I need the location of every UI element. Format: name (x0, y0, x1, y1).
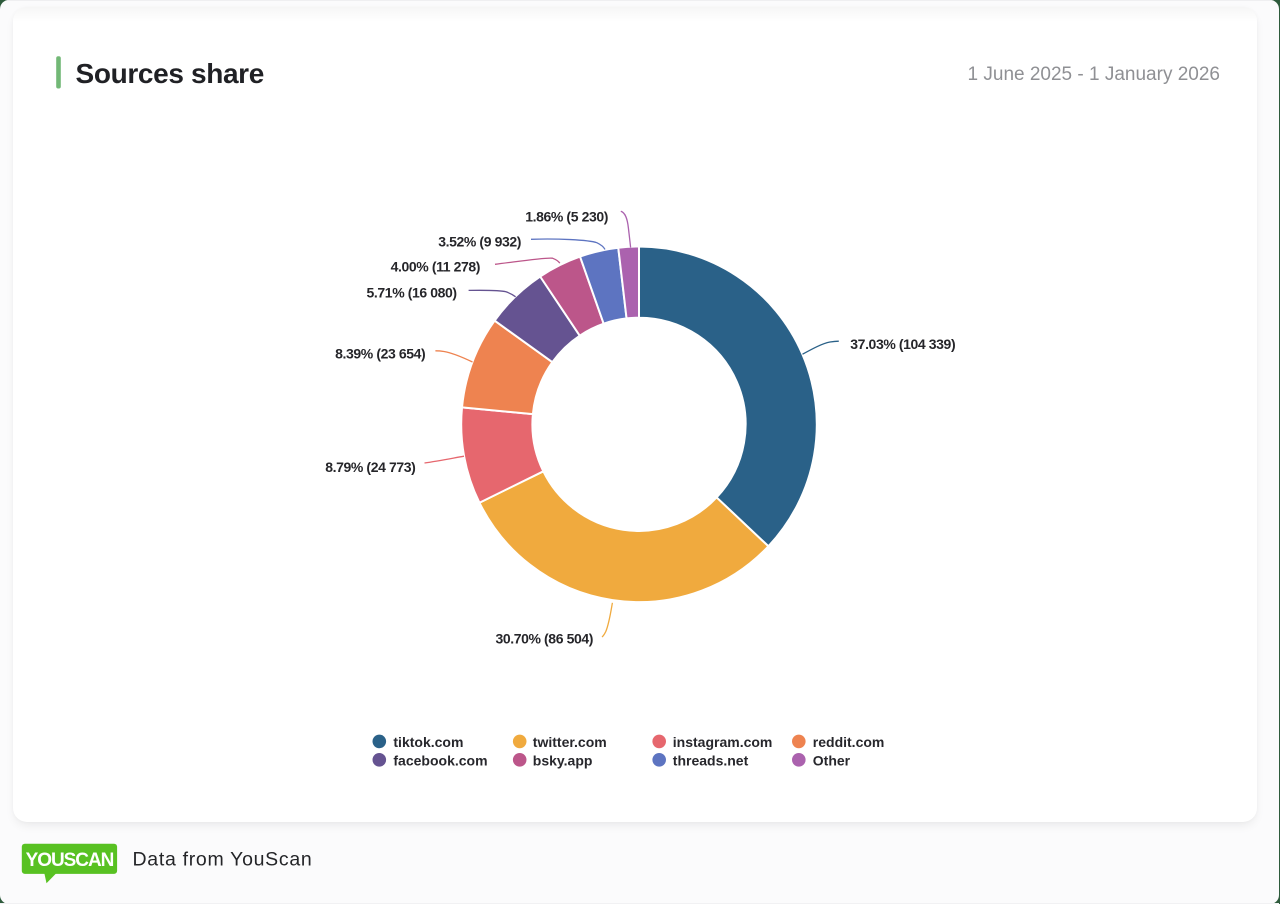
svg-text:1 June 2025 - 1 January 2026: 1 June 2025 - 1 January 2026 (968, 64, 1220, 85)
svg-text:instagram.com: instagram.com (673, 734, 773, 750)
svg-text:Sources share: Sources share (76, 58, 264, 89)
svg-text:bsky.app: bsky.app (533, 752, 593, 768)
svg-text:threads.net: threads.net (673, 752, 749, 768)
svg-text:5.71% (16 080): 5.71% (16 080) (367, 285, 457, 301)
svg-text:tiktok.com: tiktok.com (393, 734, 463, 750)
svg-text:Data from YouScan: Data from YouScan (133, 849, 313, 871)
svg-text:YOUSCAN: YOUSCAN (26, 850, 114, 871)
svg-text:8.39% (23 654): 8.39% (23 654) (335, 346, 425, 362)
svg-text:8.79% (24 773): 8.79% (24 773) (325, 459, 415, 475)
svg-text:twitter.com: twitter.com (533, 734, 607, 750)
svg-text:4.00% (11 278): 4.00% (11 278) (391, 259, 480, 275)
svg-text:facebook.com: facebook.com (393, 752, 487, 768)
svg-text:37.03% (104 339): 37.03% (104 339) (850, 336, 955, 352)
svg-text:3.52% (9 932): 3.52% (9 932) (438, 234, 521, 250)
svg-text:reddit.com: reddit.com (813, 734, 885, 750)
svg-text:Other: Other (813, 752, 851, 768)
svg-text:1.86% (5 230): 1.86% (5 230) (525, 208, 608, 224)
svg-text:30.70% (86 504): 30.70% (86 504) (495, 630, 593, 646)
